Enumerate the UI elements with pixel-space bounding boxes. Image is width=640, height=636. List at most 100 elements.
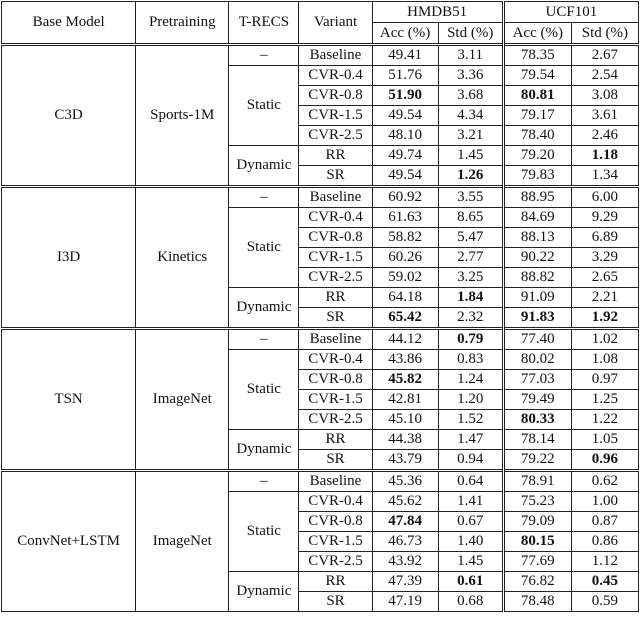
variant: RR	[298, 429, 373, 450]
value-cell: 6.00	[570, 185, 640, 208]
value-cell: 2.67	[570, 43, 640, 66]
value-cell: 48.10	[371, 125, 439, 146]
value-cell: 79.20	[501, 145, 572, 166]
trecs-label: –	[228, 327, 300, 350]
value-cell: 78.14	[501, 429, 572, 450]
value-cell: 47.19	[371, 591, 439, 612]
value-cell: 46.73	[371, 531, 439, 552]
column-header: Std (%)	[570, 22, 640, 45]
value-cell: 1.47	[437, 429, 504, 450]
value-cell: 64.18	[371, 287, 439, 308]
value-cell: 79.09	[501, 511, 572, 532]
variant: RR	[298, 287, 373, 308]
value-cell: 1.08	[570, 349, 640, 370]
value-cell: 3.21	[437, 125, 504, 146]
table-row: CVR-2.5 45.10 1.52 80.33 1.22	[2, 409, 640, 430]
column-header: Acc (%)	[501, 22, 572, 45]
table-row: CVR-0.8 51.90 3.68 80.81 3.08	[2, 85, 640, 106]
value-cell: 0.97	[570, 369, 640, 390]
value-cell: 59.02	[371, 267, 439, 288]
value-cell: 0.67	[437, 511, 504, 532]
value-cell: 79.54	[501, 65, 572, 86]
value-cell: 1.26	[437, 165, 504, 187]
value-cell: 1.84	[437, 287, 504, 308]
value-cell: 5.47	[437, 227, 504, 248]
table-row: CVR-1.5 46.73 1.40 80.15 0.86	[2, 531, 640, 552]
value-cell: 1.41	[437, 491, 504, 512]
variant: CVR-0.8	[298, 511, 373, 532]
table-row: Static CVR-0.4 51.76 3.36 79.54 2.54	[2, 65, 640, 146]
value-cell: 61.63	[371, 207, 439, 228]
variant: CVR-0.4	[298, 65, 373, 86]
value-cell: 1.00	[570, 491, 640, 512]
value-cell: 49.54	[371, 165, 439, 187]
table-row: SR 49.54 1.26 79.83 1.34	[2, 165, 640, 187]
value-cell: 0.59	[570, 591, 640, 612]
table-row: CVR-2.5 59.02 3.25 88.82 2.65	[2, 267, 640, 288]
value-cell: 2.46	[570, 125, 640, 146]
value-cell: 3.61	[570, 105, 640, 126]
value-cell: 2.21	[570, 287, 640, 308]
value-cell: 84.69	[501, 207, 572, 228]
value-cell: 1.24	[437, 369, 504, 390]
value-cell: 79.49	[501, 389, 572, 410]
variant: CVR-0.4	[298, 491, 373, 512]
base-model: I3D	[0, 185, 137, 329]
variant: CVR-1.5	[298, 531, 373, 552]
pretraining: ImageNet	[135, 469, 230, 612]
value-cell: 1.25	[570, 389, 640, 410]
variant: CVR-2.5	[298, 551, 373, 572]
value-cell: 77.40	[501, 327, 572, 350]
value-cell: 1.05	[570, 429, 640, 450]
column-header: Acc (%)	[371, 22, 439, 45]
value-cell: 88.13	[501, 227, 572, 248]
value-cell: 45.10	[371, 409, 439, 430]
value-cell: 1.40	[437, 531, 504, 552]
value-cell: 1.92	[570, 307, 640, 329]
value-cell: 0.68	[437, 591, 504, 612]
value-cell: 60.26	[371, 247, 439, 268]
header-cell: Variant	[298, 1, 373, 45]
table-row: ConvNet+LSTM ImageNet – Baseline 45.36 0.64 78…	[0, 469, 640, 612]
trecs-label: Dynamic	[228, 429, 300, 471]
value-cell: 79.22	[501, 449, 572, 471]
value-cell: 0.87	[570, 511, 640, 532]
value-cell: 80.15	[501, 531, 572, 552]
value-cell: 75.23	[501, 491, 572, 512]
table-row: CVR-1.5 42.81 1.20 79.49 1.25	[2, 389, 640, 410]
value-cell: 65.42	[371, 307, 439, 329]
value-cell: 60.92	[371, 185, 439, 208]
variant: CVR-0.4	[298, 207, 373, 228]
value-cell: 78.91	[501, 469, 572, 492]
value-cell: 88.82	[501, 267, 572, 288]
trecs-label: –	[228, 185, 300, 208]
table-row: CVR-2.5 48.10 3.21 78.40 2.46	[2, 125, 640, 146]
value-cell: 43.86	[371, 349, 439, 370]
value-cell: 80.02	[501, 349, 572, 370]
value-cell: 9.29	[570, 207, 640, 228]
value-cell: 0.64	[437, 469, 504, 492]
variant: SR	[298, 165, 373, 187]
value-cell: 0.94	[437, 449, 504, 471]
value-cell: 1.45	[437, 145, 504, 166]
table-row: CVR-1.5 60.26 2.77 90.22 3.29	[2, 247, 640, 268]
value-cell: 51.90	[371, 85, 439, 106]
variant: RR	[298, 145, 373, 166]
column-header: Std (%)	[437, 22, 504, 45]
pretraining: ImageNet	[135, 327, 230, 471]
trecs-label: Dynamic	[228, 571, 300, 612]
value-cell: 1.18	[570, 145, 640, 166]
header-cell: Base Model	[0, 1, 137, 45]
base-model: C3D	[0, 43, 137, 187]
value-cell: 1.12	[570, 551, 640, 572]
variant: RR	[298, 571, 373, 592]
value-cell: 2.65	[570, 267, 640, 288]
value-cell: 4.34	[437, 105, 504, 126]
value-cell: 47.84	[371, 511, 439, 532]
value-cell: 3.29	[570, 247, 640, 268]
value-cell: 49.41	[371, 43, 439, 66]
variant: SR	[298, 449, 373, 471]
value-cell: 45.62	[371, 491, 439, 512]
table-row: SR 47.19 0.68 78.48 0.59	[2, 591, 640, 612]
table-row: SR 43.79 0.94 79.22 0.96	[2, 449, 640, 471]
